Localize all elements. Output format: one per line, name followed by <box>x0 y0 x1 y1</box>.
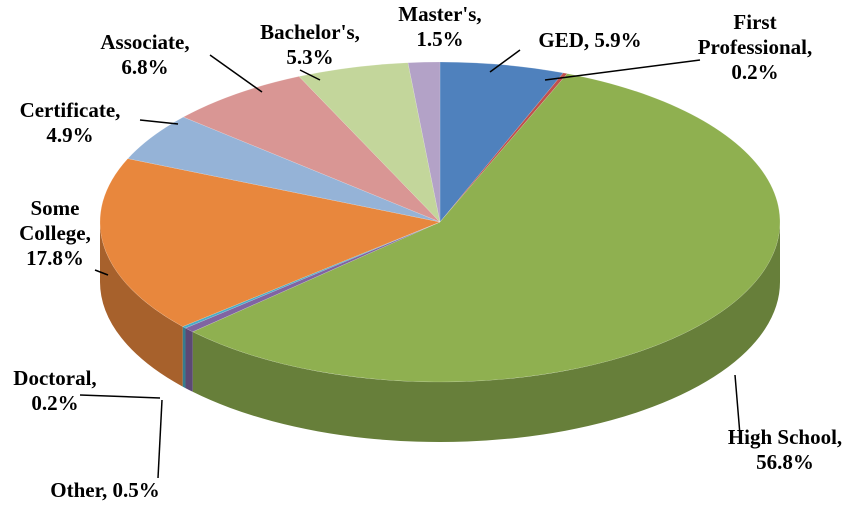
slice-name: Other, <box>50 478 108 502</box>
leader-line <box>79 394 161 399</box>
slice-name: GED, <box>538 28 590 52</box>
slice-value: 0.5% <box>112 478 160 502</box>
slice-side <box>182 326 186 389</box>
data-label: Associate, 6.8% <box>75 30 215 80</box>
leader-line <box>299 69 321 81</box>
slice-value: 6.8% <box>121 55 169 79</box>
slice-value: 5.3% <box>286 45 334 69</box>
slice-value: 56.8% <box>756 450 814 474</box>
leader-line <box>734 374 741 436</box>
data-label: Certificate, 4.9% <box>0 98 140 148</box>
slice-value: 0.2% <box>731 60 779 84</box>
slice <box>184 221 441 333</box>
leader-line <box>489 49 521 73</box>
slice <box>182 76 441 223</box>
slice-side <box>192 222 780 442</box>
slice-name: Some College, <box>19 196 91 245</box>
data-label: First Professional, 0.2% <box>675 10 835 85</box>
data-label: Doctoral, 0.2% <box>0 366 110 416</box>
leader-line <box>157 399 163 479</box>
slice-name: Doctoral, <box>13 366 97 390</box>
slice <box>182 221 441 329</box>
slice-name: Bachelor's, <box>260 20 360 44</box>
slice-name: High School, <box>727 425 843 449</box>
leader-line <box>139 119 179 125</box>
data-label: Master's, 1.5% <box>385 2 495 52</box>
slice-side <box>100 222 183 387</box>
slice <box>298 62 441 223</box>
slice <box>127 116 441 223</box>
slice <box>439 61 564 223</box>
data-label: Some College, 17.8% <box>5 196 105 271</box>
leader-line <box>209 54 263 93</box>
slice-name: Associate, <box>100 30 190 54</box>
slice-name: Certificate, <box>19 98 121 122</box>
slice-value: 0.2% <box>31 391 79 415</box>
slice <box>99 158 441 327</box>
data-label: Bachelor's, 5.3% <box>240 20 380 70</box>
data-label: Other, 0.5% <box>15 478 195 503</box>
slice-side <box>185 328 193 392</box>
slice-name: First Professional, <box>697 10 813 59</box>
slice-value: 5.9% <box>594 28 642 52</box>
data-label: High School, 56.8% <box>705 425 863 475</box>
slice-value: 17.8% <box>26 246 84 270</box>
slice-name: Master's, <box>398 2 482 26</box>
slice-value: 4.9% <box>46 123 94 147</box>
data-label: GED, 5.9% <box>490 28 690 53</box>
slice-value: 1.5% <box>416 27 464 51</box>
leader-line <box>94 269 109 276</box>
slice <box>192 73 781 383</box>
slice <box>439 72 568 223</box>
slice <box>407 61 441 223</box>
leader-line <box>544 59 701 81</box>
